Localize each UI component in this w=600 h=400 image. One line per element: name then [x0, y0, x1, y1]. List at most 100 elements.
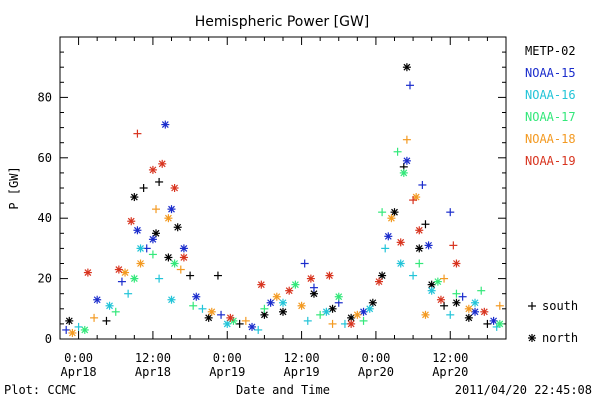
marker-key-north-label: north	[542, 331, 578, 345]
y-tick-label: 80	[38, 90, 52, 104]
x-axis: 0:00Apr1812:00Apr180:00Apr1912:00Apr190:…	[59, 37, 507, 379]
data-point	[248, 322, 257, 331]
data-point	[325, 271, 334, 280]
data-point	[170, 184, 179, 192]
data-point	[409, 196, 418, 205]
asterisk-marker-icon	[528, 334, 536, 342]
data-point	[303, 316, 312, 325]
marker-key-south-label: south	[542, 299, 578, 313]
data-point	[387, 214, 396, 223]
data-point	[402, 135, 411, 144]
data-point	[74, 322, 83, 331]
data-point	[471, 307, 480, 316]
data-point	[127, 217, 136, 226]
data-point	[207, 307, 216, 316]
data-point	[217, 310, 226, 319]
x-tick-time-label: 12:00	[284, 351, 320, 365]
plot-credit: Plot: CCMC	[4, 383, 76, 397]
x-tick-time-label: 0:00	[361, 351, 390, 365]
data-point	[306, 274, 315, 283]
data-point	[223, 319, 232, 328]
data-point	[347, 319, 356, 328]
data-point	[179, 253, 188, 262]
data-point	[136, 244, 145, 253]
data-point	[254, 325, 263, 334]
data-point	[226, 313, 235, 322]
data-point	[62, 325, 71, 334]
series-metp-02	[65, 63, 492, 328]
data-point	[393, 147, 402, 156]
data-point	[198, 304, 207, 313]
data-point	[316, 310, 325, 319]
data-point	[152, 205, 161, 214]
data-point	[381, 244, 390, 253]
data-point	[353, 310, 362, 319]
x-tick-date-label: Apr20	[432, 365, 468, 379]
data-point	[480, 307, 489, 316]
y-axis-label: P [GW]	[7, 166, 21, 209]
x-tick-time-label: 0:00	[213, 351, 242, 365]
x-tick-time-label: 12:00	[135, 351, 171, 365]
data-point	[65, 316, 74, 325]
legend-entry: METP-02	[525, 44, 576, 58]
data-point	[170, 259, 179, 268]
data-point	[396, 259, 405, 268]
data-point	[433, 277, 442, 286]
data-point	[139, 184, 148, 192]
data-point	[297, 301, 306, 310]
data-point	[179, 244, 188, 253]
data-point	[495, 319, 504, 328]
legend-entry: NOAA-18	[525, 132, 576, 146]
data-point	[260, 310, 269, 319]
legend-entry: NOAA-16	[525, 88, 576, 102]
data-point	[334, 292, 343, 301]
data-point	[378, 271, 387, 280]
data-point	[111, 307, 120, 316]
data-point	[427, 286, 436, 295]
data-point	[136, 259, 145, 268]
data-point	[272, 292, 281, 301]
data-point	[148, 250, 157, 259]
data-point	[446, 310, 455, 319]
data-point	[424, 241, 433, 250]
data-point	[418, 180, 427, 189]
x-axis-label: Date and Time	[236, 383, 330, 397]
data-point	[186, 271, 195, 280]
data-point	[375, 277, 384, 286]
data-point	[464, 304, 473, 313]
legend-entry: NOAA-17	[525, 110, 576, 124]
data-point	[458, 292, 467, 301]
data-point	[124, 289, 133, 298]
data-point	[402, 156, 411, 165]
marker-key-north	[528, 334, 536, 342]
data-point	[471, 298, 480, 307]
data-point	[399, 168, 408, 177]
data-point	[241, 316, 250, 325]
data-point	[133, 226, 142, 235]
data-point	[368, 298, 377, 307]
x-tick-time-label: 0:00	[64, 351, 93, 365]
chart-title: Hemispheric Power [GW]	[195, 14, 370, 30]
series-noaa-18	[68, 135, 504, 337]
data-point	[155, 274, 164, 283]
data-point	[90, 313, 99, 322]
data-point	[415, 226, 424, 235]
data-point	[495, 301, 504, 310]
data-point	[285, 286, 294, 295]
series-noaa-16	[74, 244, 501, 334]
data-point	[161, 120, 170, 129]
data-point	[378, 208, 387, 217]
marker-key-south	[528, 302, 536, 310]
plus-marker-icon	[528, 302, 536, 310]
data-point	[390, 208, 399, 217]
data-point	[359, 316, 368, 325]
data-point	[446, 208, 455, 217]
y-tick-label: 20	[38, 272, 52, 286]
data-point	[322, 307, 331, 316]
data-point	[449, 241, 458, 250]
data-point	[121, 268, 130, 277]
data-point	[102, 316, 111, 325]
data-point	[396, 238, 405, 247]
data-point	[83, 268, 92, 277]
